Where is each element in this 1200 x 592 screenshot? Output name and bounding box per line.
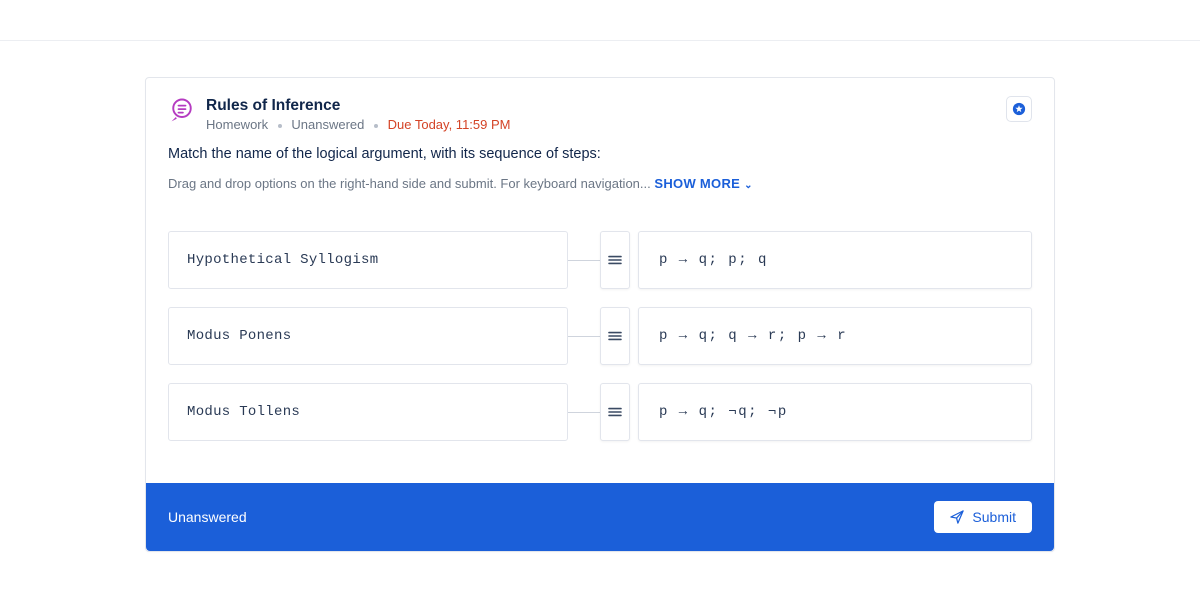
question-title: Rules of Inference <box>206 96 1006 115</box>
question-card: Rules of Inference Homework Unanswered D… <box>145 77 1055 552</box>
drag-handle-icon <box>607 330 623 342</box>
match-area: Hypothetical Syllogism p → q; p; q Modus… <box>146 207 1054 483</box>
drag-handle-icon <box>607 254 623 266</box>
drag-handle-icon <box>607 406 623 418</box>
match-left-item: Modus Ponens <box>168 307 568 365</box>
match-connector <box>568 336 600 337</box>
submit-button[interactable]: Submit <box>934 501 1032 533</box>
match-connector <box>568 260 600 261</box>
question-prompt: Match the name of the logical argument, … <box>146 138 1054 164</box>
meta-due: Due Today, 11:59 PM <box>388 117 511 132</box>
match-left-item: Hypothetical Syllogism <box>168 231 568 289</box>
star-icon <box>1012 102 1026 116</box>
question-meta: Homework Unanswered Due Today, 11:59 PM <box>206 117 1006 132</box>
match-right-item[interactable]: p → q; q → r; p → r <box>638 307 1032 365</box>
meta-separator-icon <box>278 124 282 128</box>
match-left-item: Modus Tollens <box>168 383 568 441</box>
submit-label: Submit <box>972 509 1016 525</box>
instructions-text: Drag and drop options on the right-hand … <box>168 176 651 191</box>
card-header: Rules of Inference Homework Unanswered D… <box>146 78 1054 138</box>
match-right-item[interactable]: p → q; p; q <box>638 231 1032 289</box>
match-connector <box>568 412 600 413</box>
match-row: Modus Tollens p → q; ¬q; ¬p <box>168 383 1032 441</box>
drag-handle[interactable] <box>600 307 630 365</box>
meta-homework: Homework <box>206 117 268 132</box>
page-divider <box>0 40 1200 41</box>
meta-status: Unanswered <box>291 117 364 132</box>
match-row: Modus Ponens p → q; q → r; p → r <box>168 307 1032 365</box>
show-more-label: SHOW MORE <box>654 176 740 191</box>
footer-status: Unanswered <box>168 509 247 525</box>
card-footer: Unanswered Submit <box>146 483 1054 551</box>
show-more-link[interactable]: SHOW MORE ⌄ <box>654 176 752 191</box>
meta-separator-icon <box>374 124 378 128</box>
match-right-item[interactable]: p → q; ¬q; ¬p <box>638 383 1032 441</box>
bookmark-button[interactable] <box>1006 96 1032 122</box>
match-row: Hypothetical Syllogism p → q; p; q <box>168 231 1032 289</box>
drag-handle[interactable] <box>600 231 630 289</box>
paper-plane-icon <box>950 510 964 524</box>
drag-handle[interactable] <box>600 383 630 441</box>
instructions-row: Drag and drop options on the right-hand … <box>146 164 1054 207</box>
chevron-down-icon: ⌄ <box>744 180 753 191</box>
question-type-icon <box>168 96 196 124</box>
